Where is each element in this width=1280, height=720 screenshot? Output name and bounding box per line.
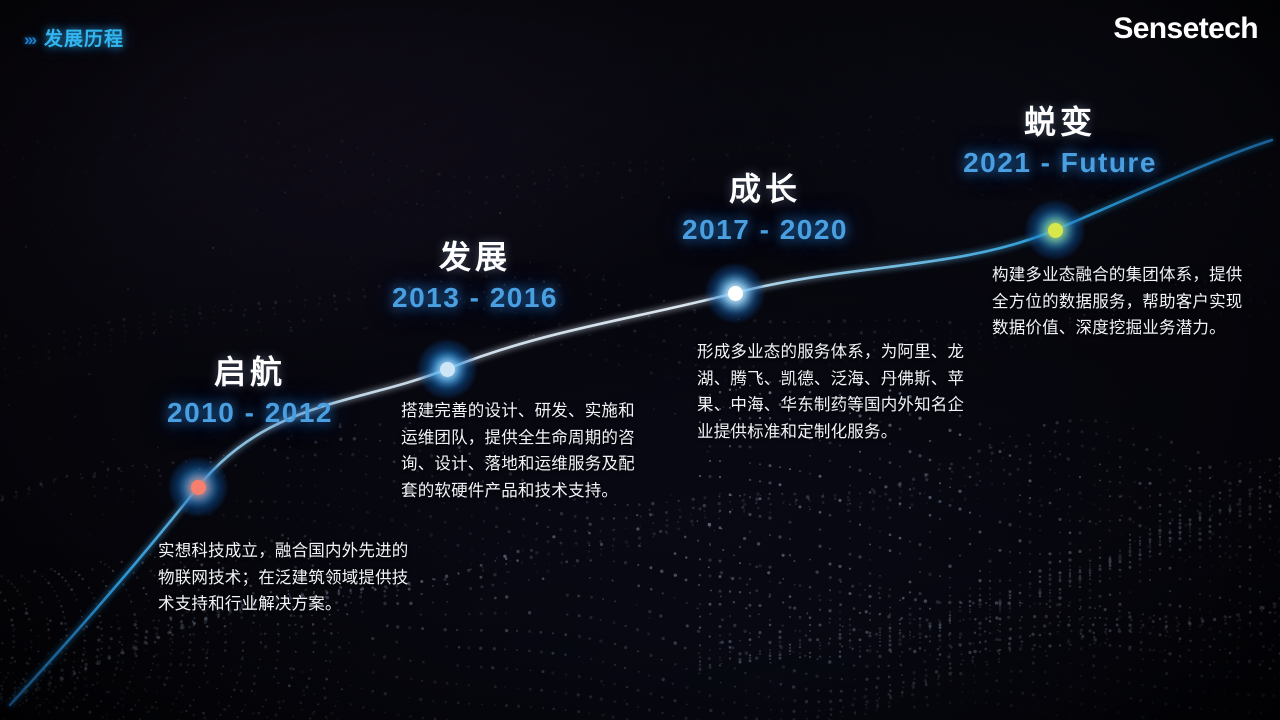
milestone-2-years: 2013 - 2016: [392, 282, 558, 314]
milestone-1-years: 2010 - 2012: [167, 397, 333, 429]
milestone-1-title: 启航: [213, 354, 286, 390]
milestone-1-head: 启航 2010 - 2012: [100, 354, 400, 429]
milestone-3-title: 成长: [728, 171, 801, 207]
milestone-1-description: 实想科技成立，融合国内外先进的物联网技术；在泛建筑领域提供技术支持和行业解决方案…: [158, 542, 409, 614]
milestone-2: 发展 2013 - 2016: [330, 239, 620, 314]
node-core: [1047, 222, 1063, 238]
node-core: [727, 285, 743, 301]
milestone-3-years: 2017 - 2020: [682, 214, 848, 246]
milestone-4-head: 蜕变 2021 - Future: [915, 104, 1205, 179]
page-title: 发展历程: [43, 29, 124, 50]
brand-logo: Sensetech: [1113, 12, 1258, 45]
milestone-1: 启航 2010 - 2012: [100, 354, 400, 429]
milestone-2-title: 发展: [438, 239, 511, 275]
node-core: [190, 479, 206, 495]
milestone-3: 成长 2017 - 2020: [620, 171, 910, 246]
milestone-4-description: 构建多业态融合的集团体系，提供全方位的数据服务，帮助客户实现数据价值、深度挖掘业…: [992, 266, 1243, 338]
chevron-right-icon: ›››: [24, 30, 37, 49]
milestone-3-description: 形成多业态的服务体系，为阿里、龙湖、腾飞、凯德、泛海、丹佛斯、苹果、中海、华东制…: [697, 343, 965, 442]
milestone-3-head: 成长 2017 - 2020: [620, 171, 910, 246]
milestone-4-years: 2021 - Future: [963, 147, 1157, 179]
slide-header: ››› 发展历程 Sensetech: [0, 0, 1280, 72]
milestone-4: 蜕变 2021 - Future: [915, 104, 1205, 179]
milestone-4-title: 蜕变: [1023, 104, 1096, 140]
milestone-2-head: 发展 2013 - 2016: [330, 239, 620, 314]
header-title-group: ››› 发展历程: [24, 30, 124, 49]
node-core: [439, 361, 455, 377]
milestone-2-description: 搭建完善的设计、研发、实施和运维团队，提供全生命周期的咨询、设计、落地和运维服务…: [401, 402, 635, 501]
